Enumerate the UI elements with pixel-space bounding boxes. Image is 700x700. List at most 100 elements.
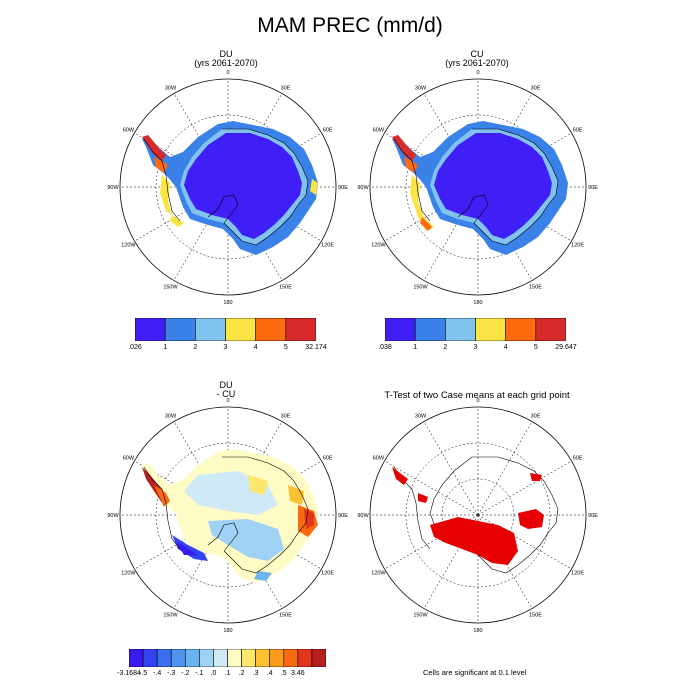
colorbar-tick-label: 2 [193, 344, 198, 351]
colorbar-swatch [505, 317, 537, 342]
colorbar-tick-label: -3.1684 [117, 670, 141, 677]
colorbar-swatch [285, 317, 317, 342]
longitude-label: 90W [357, 185, 369, 191]
map-cu: 0 30E 60E 90E 120E 150E 180 150W 120W 90W 60W 30W [357, 70, 598, 306]
colorbar-tick-label: .0 [210, 670, 217, 677]
colorbar-tick-label: -.2 [181, 670, 190, 677]
longitude-label: 120W [121, 571, 136, 577]
longitude-label: 90W [107, 185, 119, 191]
colorbar-tick-label: -.5 [138, 670, 148, 677]
significance-field [392, 456, 559, 574]
colorbar-swatch [213, 648, 228, 668]
panel-ttest-title: T-Test of two Case means at each grid po… [347, 390, 607, 401]
colorbar-swatch [297, 648, 313, 668]
colorbar-swatch [311, 648, 327, 668]
longitude-label: 120E [321, 571, 334, 577]
longitude-label: 120W [371, 571, 386, 577]
colorbar-swatch [128, 648, 144, 668]
colorbar-swatch [170, 648, 186, 668]
longitude-label: 30E [531, 413, 541, 419]
longitude-label: 60E [323, 456, 333, 462]
longitude-label: 0 [476, 398, 479, 404]
longitude-label: 150E [529, 613, 542, 619]
colorbar-tick-label: .2 [238, 670, 245, 677]
colorbar-swatch [414, 317, 446, 342]
colorbar-tick-label: 5 [533, 344, 538, 351]
precip-field-cu [392, 121, 568, 255]
panel-diff-title: DU - CU [146, 381, 306, 399]
longitude-label: 0 [226, 398, 229, 404]
longitude-label: 30W [415, 413, 427, 419]
significance-footnote: Cells are significant at 0.1 level [423, 668, 527, 677]
latitude-circle [369, 406, 587, 624]
panel-du-title: DU (yrs 2061-2070) [146, 50, 306, 68]
colorbar-tick-label: 3 [473, 344, 478, 351]
colorbar-cu-swatches [384, 317, 567, 342]
longitude-label: 90E [338, 513, 348, 519]
panel-du-name: DU [219, 49, 233, 59]
colorbar-swatch [142, 648, 158, 668]
colorbar-swatch [156, 648, 172, 668]
colorbar-tick-label: .3 [252, 670, 259, 677]
panel-cu-title: CU (yrs 2061-2070) [397, 50, 557, 68]
latitude-circle [369, 78, 587, 296]
longitude-label: 0 [476, 70, 479, 76]
figure-title: MAM PREC (mm/d) [257, 14, 443, 37]
colorbar-swatch [227, 648, 242, 668]
latitude-circle [119, 78, 337, 296]
colorbar-swatch [225, 317, 256, 342]
panel-diff-subtitle: - CU [216, 389, 236, 399]
colorbar-swatch [445, 317, 476, 342]
longitude-label: 30E [531, 85, 541, 91]
longitude-label: 60E [573, 128, 583, 134]
colorbar-swatch [269, 648, 285, 668]
longitude-label: 30W [165, 413, 177, 419]
colorbar-swatch [164, 317, 196, 342]
longitude-label: 60E [573, 456, 583, 462]
colorbar-cu [384, 317, 567, 342]
longitude-label: 180 [473, 628, 482, 634]
longitude-label: 30E [281, 413, 291, 419]
longitude-label: 60W [373, 456, 385, 462]
colorbar-swatch [535, 317, 567, 342]
longitude-label: 0 [226, 70, 229, 76]
colorbar-tick-label: 3 [223, 344, 228, 351]
colorbar-swatch [255, 648, 271, 668]
longitude-label: 150W [163, 285, 178, 291]
colorbar-tick-label: -.1 [195, 670, 204, 677]
longitude-label: 60W [373, 128, 385, 134]
longitude-label: 120E [321, 243, 334, 249]
latitude-circle [119, 406, 337, 624]
longitude-label: 30E [281, 85, 291, 91]
graticule: 0 30E 60E 90E 120E 150E 180 150W 120W 90W 60W 30W [357, 398, 598, 634]
colorbar-du-swatches [134, 317, 317, 342]
colorbar-swatch [255, 317, 287, 342]
colorbar-swatch [241, 648, 256, 668]
colorbar-tick-label: 2 [443, 344, 448, 351]
longitude-label: 90E [588, 513, 598, 519]
panel-cu-name: CU [470, 49, 484, 59]
map-difference: 0 30E 60E 90E 120E 150E 180 150W 120W 90W 60W 30W [107, 398, 348, 634]
colorbar-du [134, 317, 317, 342]
panel-cu-subtitle: (yrs 2061-2070) [445, 58, 509, 68]
precip-diff-field [142, 449, 318, 583]
longitude-label: 180 [223, 300, 232, 306]
longitude-label: 90E [338, 185, 348, 191]
meridian-line [423, 421, 479, 516]
colorbar-tick-label: 32.174 [305, 344, 327, 351]
colorbar-tick-label: -.4 [153, 670, 162, 677]
colorbar-tick-label: 4 [253, 344, 258, 351]
longitude-label: 150W [413, 613, 428, 619]
meridian-line [477, 421, 533, 516]
longitude-label: 60W [123, 128, 135, 134]
colorbar-swatch [184, 648, 200, 668]
longitude-label: 150W [163, 613, 178, 619]
panel-ttest-name: T-Test of two Case means at each grid po… [384, 390, 570, 401]
colorbar-swatch [384, 317, 416, 342]
longitude-label: 180 [223, 628, 232, 634]
longitude-label: 150E [279, 613, 292, 619]
colorbar-tick-label: .4 [266, 670, 273, 677]
colorbar-difference-swatches [128, 648, 327, 668]
longitude-label: 120E [571, 571, 584, 577]
longitude-label: 90E [588, 185, 598, 191]
